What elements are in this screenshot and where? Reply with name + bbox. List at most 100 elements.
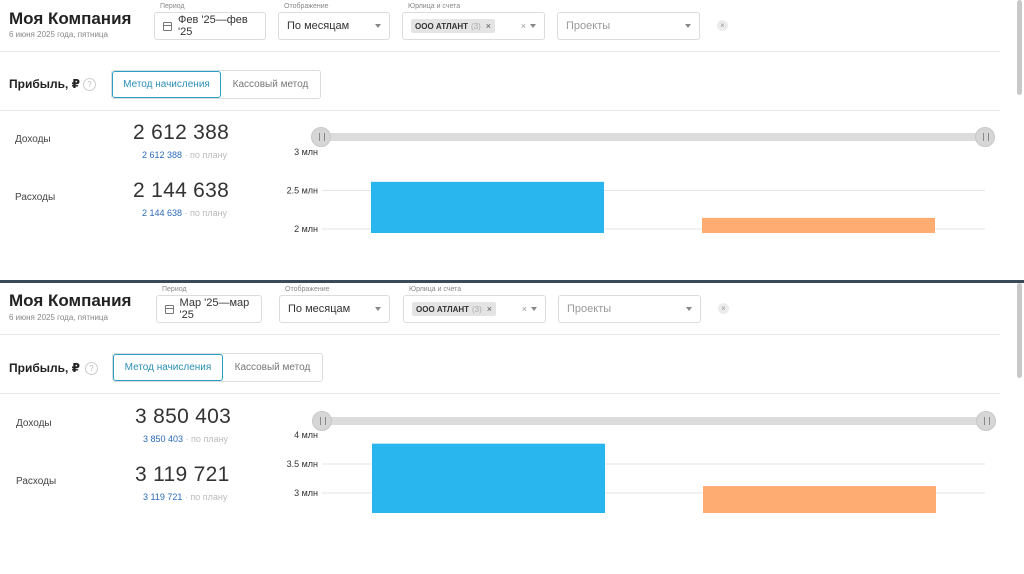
y-tick-label: 2.5 млн	[287, 186, 318, 196]
display-select[interactable]: Отображение По месяцам	[279, 286, 390, 323]
expense-bar[interactable]	[703, 486, 936, 513]
income-label: Доходы	[16, 418, 52, 429]
income-plan-suffix: · по плану	[185, 434, 229, 444]
section-divider	[0, 110, 1000, 111]
dashboard-panel-mar: Моя Компания 6 июня 2025 года, пятница П…	[0, 283, 1024, 523]
chevron-down-icon	[375, 307, 381, 311]
chevron-down-icon	[685, 24, 691, 28]
income-plan-value[interactable]: 3 850 403	[143, 434, 184, 444]
income-bar[interactable]	[372, 443, 605, 513]
profit-title: Прибыль, ₽	[9, 77, 81, 91]
expenses-plan: 3 119 721 · по плану	[143, 492, 227, 502]
cash-method-button[interactable]: Кассовый метод	[222, 354, 322, 381]
chevron-down-icon	[375, 24, 381, 28]
entity-chip[interactable]: ООО АТЛАНТ (3) ×	[411, 19, 496, 33]
period-field[interactable]: Период Фев '25—фев '25	[154, 3, 266, 40]
entity-chip[interactable]: ООО АТЛАНТ (3) ×	[412, 302, 497, 316]
clear-icon[interactable]: ×	[521, 304, 527, 314]
expenses-plan-suffix: · по плану	[184, 492, 228, 502]
entity-chip-count: (3)	[472, 304, 482, 314]
help-icon[interactable]: ?	[85, 362, 98, 375]
period-label: Период	[160, 3, 185, 10]
help-icon[interactable]: ?	[83, 78, 96, 91]
scrollbar[interactable]	[1017, 283, 1022, 378]
header-divider	[0, 334, 1000, 335]
current-date: 6 июня 2025 года, пятница	[9, 313, 108, 322]
expense-bar[interactable]	[702, 217, 935, 233]
range-slider-track[interactable]	[322, 417, 986, 425]
chevron-down-icon	[530, 24, 536, 28]
company-name: Моя Компания	[9, 9, 132, 28]
income-value: 2 612 388	[133, 121, 230, 144]
range-slider-track[interactable]	[320, 133, 985, 141]
expenses-value: 2 144 638	[133, 179, 230, 202]
expenses-plan: 2 144 638 · по плану	[142, 208, 227, 218]
profit-chart: 3 млн 2.5 млн 2 млн	[287, 147, 985, 234]
panel-divider	[0, 280, 1024, 283]
display-value: По месяцам	[287, 20, 350, 32]
y-tick-label: 2 млн	[294, 224, 318, 234]
period-label: Период	[162, 286, 187, 293]
range-slider-right-handle[interactable]	[976, 411, 996, 431]
cash-method-button[interactable]: Кассовый метод	[220, 71, 320, 98]
y-tick-label: 3 млн	[294, 488, 318, 498]
period-value: Фев '25—фев '25	[177, 14, 248, 38]
income-value: 3 850 403	[135, 405, 232, 428]
range-slider-right-handle[interactable]	[975, 127, 995, 147]
income-plan: 2 612 388 · по плану	[142, 150, 227, 160]
expenses-plan-suffix: · по плану	[184, 208, 228, 218]
projects-select[interactable]: Проекты	[557, 12, 700, 40]
expenses-value: 3 119 721	[135, 463, 230, 486]
expenses-label: Расходы	[16, 476, 57, 487]
clear-icon[interactable]: ×	[520, 21, 526, 31]
display-value: По месяцам	[288, 303, 351, 315]
dashboard-panel-feb: Моя Компания 6 июня 2025 года, пятница П…	[0, 0, 1024, 280]
y-tick-label: 4 млн	[294, 430, 318, 440]
projects-placeholder: Проекты	[566, 20, 611, 32]
entity-chip-label: ООО АТЛАНТ	[416, 304, 470, 314]
profit-title: Прибыль, ₽	[9, 361, 81, 375]
chip-remove-icon[interactable]: ×	[485, 21, 492, 31]
accrual-method-button[interactable]: Метод начисления	[113, 354, 223, 381]
entity-label: Юрлица и счета	[409, 286, 462, 293]
display-label: Отображение	[285, 286, 330, 293]
range-slider-left-handle[interactable]	[312, 411, 332, 431]
expenses-plan-value[interactable]: 3 119 721	[143, 492, 183, 502]
period-field[interactable]: Период Мар '25—мар '25	[156, 286, 262, 323]
chip-remove-icon[interactable]: ×	[486, 304, 493, 314]
scrollbar[interactable]	[1017, 0, 1022, 95]
header-divider	[0, 51, 1000, 52]
projects-select[interactable]: Проекты	[558, 295, 701, 323]
expenses-label: Расходы	[15, 192, 56, 203]
method-toggle: Метод начисления Кассовый метод	[112, 353, 323, 382]
accrual-method-button[interactable]: Метод начисления	[112, 71, 221, 98]
entity-chip-label: ООО АТЛАНТ	[415, 21, 469, 31]
range-slider-left-handle[interactable]	[311, 127, 331, 147]
method-toggle: Метод начисления Кассовый метод	[111, 70, 321, 99]
display-select[interactable]: Отображение По месяцам	[278, 3, 390, 40]
income-plan-value[interactable]: 2 612 388	[142, 150, 183, 160]
current-date: 6 июня 2025 года, пятница	[9, 30, 108, 39]
income-label: Доходы	[15, 134, 51, 145]
y-tick-label: 3.5 млн	[287, 459, 318, 469]
calendar-icon	[165, 304, 174, 314]
reset-filters-icon[interactable]: ×	[718, 303, 729, 314]
income-bar[interactable]	[371, 181, 604, 233]
section-divider	[0, 393, 1000, 394]
calendar-icon	[163, 21, 172, 31]
profit-chart: 4 млн 3.5 млн 3 млн	[287, 430, 985, 513]
income-plan: 3 850 403 · по плану	[143, 434, 228, 444]
projects-placeholder: Проекты	[567, 303, 612, 315]
entity-select[interactable]: Юрлица и счета ООО АТЛАНТ (3) × ×	[402, 3, 545, 40]
entity-label: Юрлица и счета	[408, 3, 461, 10]
reset-filters-icon[interactable]: ×	[717, 20, 728, 31]
company-name: Моя Компания	[9, 291, 132, 310]
chevron-down-icon	[531, 307, 537, 311]
expenses-plan-value[interactable]: 2 144 638	[142, 208, 183, 218]
chevron-down-icon	[686, 307, 692, 311]
entity-chip-count: (3)	[471, 21, 481, 31]
entity-select[interactable]: Юрлица и счета ООО АТЛАНТ (3) × ×	[403, 286, 546, 323]
period-value: Мар '25—мар '25	[179, 297, 250, 321]
y-tick-label: 3 млн	[294, 147, 318, 157]
income-plan-suffix: · по плану	[184, 150, 228, 160]
